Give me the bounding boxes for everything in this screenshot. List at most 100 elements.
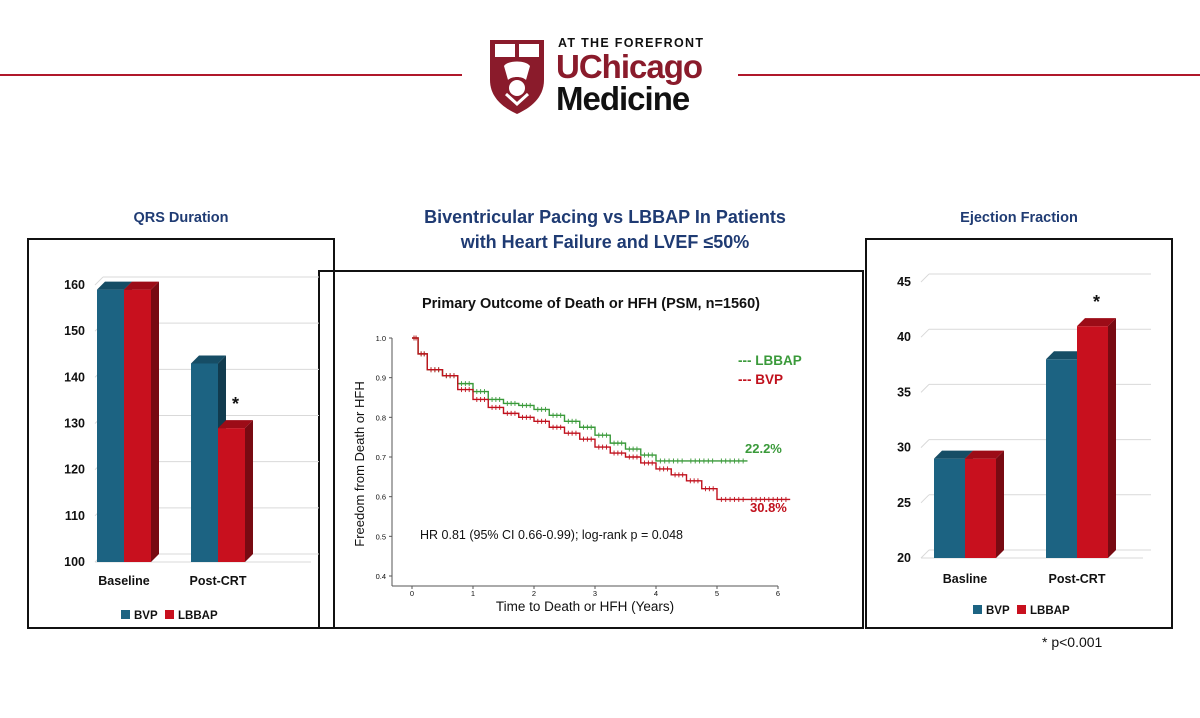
qrs-bar-front — [124, 289, 151, 562]
km-xtick-label: 6 — [776, 589, 780, 598]
ef-category-label: Basline — [943, 572, 988, 586]
km-curve-lbbap — [412, 337, 748, 462]
qrs-bar-side — [245, 420, 253, 562]
km-curve-bvp — [412, 337, 791, 501]
ef-bar-side — [1108, 318, 1116, 558]
qrs-grid-depth — [94, 276, 104, 286]
km-ytick-label: 0.8 — [376, 413, 386, 422]
ef-bar-front — [1046, 359, 1077, 558]
km-censor-marks-lbbap — [413, 335, 744, 464]
qrs-ytick-label: 160 — [64, 278, 85, 292]
qrs-bar-side — [151, 281, 159, 562]
qrs-category-label: Baseline — [98, 574, 149, 588]
km-xtick-label: 1 — [471, 589, 475, 598]
ef-grid-depth — [920, 549, 930, 559]
ejection-fraction-chart: 20 25 30 35 40 45 Basline Post-CRT * BVP LBBAP — [897, 273, 1151, 617]
km-legend-lbbap: --- LBBAP — [738, 353, 802, 368]
km-end-label-bvp: 30.8% — [750, 500, 787, 515]
tagline: AT THE FOREFRONT — [558, 36, 705, 50]
km-chart-box — [318, 270, 864, 629]
km-ytick-label: 0.5 — [376, 532, 386, 541]
qrs-legend-label-lbbap: LBBAP — [178, 610, 218, 622]
km-legend-bvp: --- BVP — [738, 372, 783, 387]
main-title-line1: Biventricular Pacing vs LBBAP In Patient… — [424, 207, 786, 227]
qrs-legend-swatch-bvp — [121, 610, 130, 619]
km-ytick-label: 1.0 — [376, 334, 386, 343]
ef-significance-star: * — [1093, 292, 1100, 312]
qrs-ytick-label: 110 — [65, 509, 85, 523]
ef-ytick-label: 30 — [897, 441, 911, 455]
qrs-ytick-label: 100 — [64, 555, 85, 569]
ef-bar-front — [965, 458, 996, 558]
ef-legend-swatch-lbbap — [1017, 605, 1026, 614]
ef-ytick-label: 20 — [897, 551, 911, 565]
km-y-axis-label: Freedom from Death or HFH — [352, 381, 367, 546]
qrs-panel-title: QRS Duration — [133, 210, 229, 226]
km-x-axis-label: Time to Death or HFH (Years) — [496, 599, 674, 614]
qrs-legend-swatch-lbbap — [165, 610, 174, 619]
ef-legend-label-lbbap: LBBAP — [1030, 605, 1070, 617]
qrs-category-label: Post-CRT — [190, 574, 247, 588]
km-xtick-label: 4 — [654, 589, 658, 598]
qrs-bar-front — [218, 428, 245, 562]
km-censor-marks-bvp — [413, 335, 787, 502]
ef-bar-top — [934, 450, 973, 459]
ef-bar-side — [996, 450, 1004, 558]
ef-ytick-label: 45 — [897, 275, 911, 289]
ef-chart-box — [865, 238, 1173, 629]
ef-bar-top — [1046, 351, 1085, 360]
km-end-label-lbbap: 22.2% — [745, 441, 782, 456]
ef-ytick-label: 25 — [897, 496, 911, 510]
km-title: Primary Outcome of Death or HFH (PSM, n=… — [422, 296, 760, 312]
ef-ytick-label: 40 — [897, 330, 911, 344]
qrs-bar-lbbap-1 — [218, 420, 253, 562]
ef-bar-top — [1077, 318, 1116, 327]
qrs-ytick-label: 130 — [64, 417, 85, 431]
qrs-bar-front — [97, 289, 124, 562]
kaplan-meier-chart: Primary Outcome of Death or HFH (PSM, n=… — [352, 296, 802, 614]
header-rule-right — [738, 74, 1200, 76]
ef-ytick-label: 35 — [897, 385, 911, 399]
qrs-legend-label-bvp: BVP — [134, 610, 158, 622]
km-xtick-label: 0 — [410, 589, 414, 598]
qrs-ytick-label: 120 — [64, 463, 85, 477]
qrs-chart-box — [27, 238, 335, 629]
brand-name-uchicago: UChicago — [556, 48, 703, 85]
brand-name-medicine: Medicine — [556, 80, 690, 117]
ef-bar-front — [934, 458, 965, 558]
main-title: Biventricular Pacing vs LBBAP In Patient… — [380, 205, 830, 255]
km-hazard-ratio-annotation: HR 0.81 (95% CI 0.66-0.99); log-rank p =… — [420, 528, 683, 542]
main-title-line2: with Heart Failure and LVEF ≤50% — [460, 232, 750, 252]
ef-legend-label-bvp: BVP — [986, 605, 1010, 617]
ef-grid-depth — [920, 384, 930, 393]
km-xtick-label: 3 — [593, 589, 597, 598]
ef-panel-title: Ejection Fraction — [960, 210, 1078, 226]
ef-grid-depth — [920, 494, 930, 504]
ef-grid-depth — [920, 439, 930, 448]
km-xtick-label: 5 — [715, 589, 719, 598]
qrs-duration-chart: 100 110 120 130 140 150 160 Baseline Post-CRT * BV… — [64, 276, 319, 622]
qrs-ytick-label: 140 — [64, 370, 85, 384]
ef-bar-front — [1077, 326, 1108, 558]
qrs-ytick-label: 150 — [64, 324, 85, 338]
significance-footnote: * p<0.001 — [1042, 634, 1103, 650]
km-ytick-label: 0.7 — [376, 453, 386, 462]
qrs-bar-lbbap-0 — [124, 281, 159, 562]
km-ytick-label: 0.6 — [376, 493, 386, 502]
ef-grid-depth — [920, 328, 930, 338]
qrs-bar-top — [218, 420, 253, 429]
km-ytick-label: 0.9 — [376, 374, 386, 383]
ef-bar-lbbap-1 — [1077, 318, 1116, 558]
qrs-significance-star: * — [232, 394, 239, 414]
km-ytick-label: 0.4 — [376, 572, 386, 581]
ef-category-label: Post-CRT — [1049, 572, 1106, 586]
crest-icon — [490, 40, 544, 114]
qrs-bar-top — [124, 281, 159, 290]
ef-legend-swatch-bvp — [973, 605, 982, 614]
uchicago-medicine-logo: AT THE FOREFRONT UChicago Medicine — [486, 36, 726, 117]
header-rule-left — [0, 74, 462, 76]
qrs-bar-front — [191, 363, 218, 562]
ef-grid-depth — [920, 273, 930, 283]
qrs-bar-top — [191, 355, 226, 364]
ef-bar-top — [965, 450, 1004, 459]
